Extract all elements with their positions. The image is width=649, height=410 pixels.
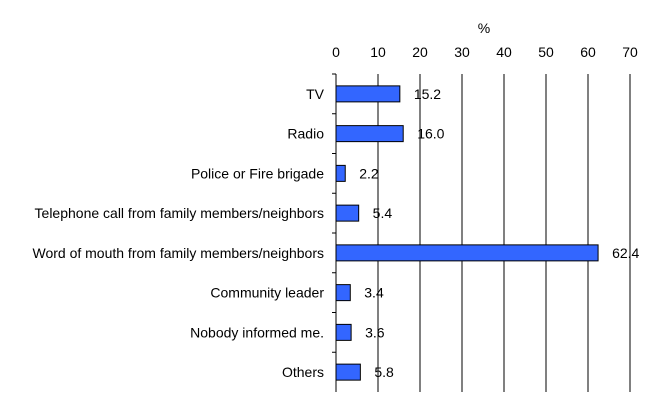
bar (335, 363, 361, 381)
category-labels: TV Radio Police or Fire brigade Telephone c… (32, 86, 324, 380)
category-label: Community leader (210, 285, 324, 301)
x-tick-label: 0 (332, 44, 340, 60)
category-label: Others (282, 364, 324, 380)
value-label: 5.8 (374, 364, 394, 380)
value-label: 15.2 (414, 86, 441, 102)
value-labels: 15.2 16.0 2.2 5.4 62.4 3.4 3.6 5.8 (359, 86, 639, 380)
value-label: 2.2 (359, 165, 379, 181)
value-label: 3.4 (364, 285, 384, 301)
category-label: Police or Fire brigade (191, 165, 324, 181)
value-label: 62.4 (612, 245, 639, 261)
bar (335, 125, 404, 143)
x-tick-label: 30 (454, 44, 470, 60)
x-axis-ticks: 0 10 20 30 40 50 60 70 (332, 44, 638, 60)
bar (335, 244, 599, 262)
x-tick-label: 50 (538, 44, 554, 60)
value-label: 16.0 (417, 126, 444, 142)
category-label: Telephone call from family members/neigh… (35, 205, 324, 221)
bar (335, 85, 401, 103)
category-label: Nobody informed me. (190, 324, 324, 340)
x-tick-label: 70 (622, 44, 638, 60)
bar (335, 204, 360, 222)
axis-unit-label: % (478, 20, 490, 36)
category-label: Radio (287, 126, 324, 142)
grid-lines (377, 74, 631, 392)
category-label: TV (306, 86, 325, 102)
value-label: 3.6 (365, 324, 385, 340)
x-tick-label: 60 (580, 44, 596, 60)
x-tick-label: 10 (370, 44, 386, 60)
bar (335, 323, 352, 341)
x-tick-label: 20 (412, 44, 428, 60)
bars (332, 73, 599, 381)
value-label: 5.4 (373, 205, 393, 221)
bar (335, 164, 346, 182)
category-label: Word of mouth from family members/neighb… (32, 245, 324, 261)
x-tick-label: 40 (496, 44, 512, 60)
bar (335, 284, 351, 302)
